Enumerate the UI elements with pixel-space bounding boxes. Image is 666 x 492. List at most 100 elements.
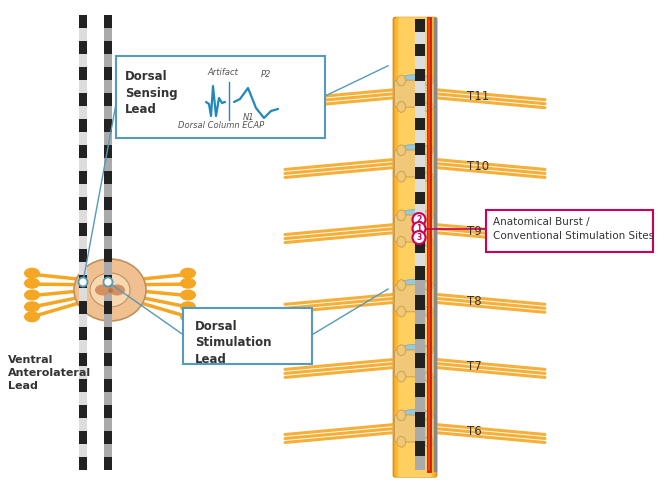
Bar <box>104 314 112 327</box>
Text: T6: T6 <box>467 425 482 438</box>
Bar <box>104 288 112 301</box>
Ellipse shape <box>398 172 405 181</box>
Ellipse shape <box>397 171 406 182</box>
Ellipse shape <box>400 210 430 219</box>
Ellipse shape <box>397 306 406 317</box>
Bar <box>79 275 87 288</box>
Bar <box>79 327 87 340</box>
FancyBboxPatch shape <box>396 223 406 234</box>
Ellipse shape <box>398 211 405 220</box>
Text: N1: N1 <box>243 113 254 122</box>
FancyBboxPatch shape <box>396 293 406 303</box>
Bar <box>79 132 87 145</box>
Bar <box>415 441 425 456</box>
Bar <box>104 392 112 405</box>
Bar <box>104 197 112 210</box>
Ellipse shape <box>397 371 406 382</box>
Bar <box>415 266 425 280</box>
Bar <box>104 301 112 314</box>
Ellipse shape <box>424 345 433 356</box>
Bar <box>104 379 112 392</box>
Bar <box>79 418 87 431</box>
Bar <box>415 324 425 339</box>
Ellipse shape <box>397 436 406 447</box>
Ellipse shape <box>398 237 405 246</box>
Ellipse shape <box>424 210 433 221</box>
Bar <box>104 457 112 470</box>
Circle shape <box>412 231 426 244</box>
Bar <box>104 80 112 93</box>
Bar <box>79 197 87 210</box>
Bar <box>104 106 112 119</box>
Bar <box>104 418 112 431</box>
Ellipse shape <box>180 311 196 322</box>
Bar <box>415 93 425 106</box>
Text: T9: T9 <box>467 225 482 238</box>
FancyBboxPatch shape <box>394 150 436 177</box>
Bar <box>415 81 425 93</box>
Ellipse shape <box>424 371 433 382</box>
Ellipse shape <box>398 76 405 85</box>
Ellipse shape <box>424 145 433 156</box>
Text: T10: T10 <box>467 160 489 173</box>
Bar <box>79 392 87 405</box>
Bar <box>415 31 425 44</box>
Ellipse shape <box>425 411 432 420</box>
Bar <box>415 143 425 155</box>
FancyBboxPatch shape <box>395 17 435 477</box>
FancyBboxPatch shape <box>394 415 436 442</box>
Ellipse shape <box>397 210 406 221</box>
Bar <box>79 106 87 119</box>
Ellipse shape <box>400 75 430 85</box>
Bar <box>415 427 425 441</box>
Ellipse shape <box>398 437 405 446</box>
Bar <box>79 171 87 184</box>
Bar <box>79 15 87 28</box>
Ellipse shape <box>24 311 40 322</box>
Bar <box>104 54 112 67</box>
Bar <box>79 249 87 262</box>
Ellipse shape <box>74 259 146 321</box>
Bar <box>415 412 425 427</box>
FancyBboxPatch shape <box>424 89 434 99</box>
FancyBboxPatch shape <box>424 158 434 168</box>
FancyBboxPatch shape <box>396 358 406 369</box>
Ellipse shape <box>425 280 432 290</box>
Ellipse shape <box>425 437 432 446</box>
Ellipse shape <box>424 279 433 291</box>
Ellipse shape <box>425 102 432 111</box>
Ellipse shape <box>24 278 40 289</box>
Bar <box>104 353 112 366</box>
Bar <box>104 210 112 223</box>
Ellipse shape <box>425 372 432 381</box>
Text: Artifact: Artifact <box>207 68 238 77</box>
Bar <box>104 158 112 171</box>
FancyBboxPatch shape <box>394 215 436 242</box>
Circle shape <box>412 222 426 235</box>
Ellipse shape <box>397 345 406 356</box>
Bar <box>104 327 112 340</box>
Bar <box>79 236 87 249</box>
FancyBboxPatch shape <box>424 358 434 369</box>
Bar <box>415 456 425 470</box>
Ellipse shape <box>425 346 432 355</box>
Ellipse shape <box>425 237 432 246</box>
Bar <box>104 93 112 106</box>
Bar <box>415 204 425 216</box>
Ellipse shape <box>180 289 196 301</box>
Text: Dorsal
Stimulation
Lead: Dorsal Stimulation Lead <box>195 320 272 366</box>
Bar <box>104 223 112 236</box>
FancyBboxPatch shape <box>394 80 436 107</box>
FancyBboxPatch shape <box>424 293 434 303</box>
Bar <box>415 339 425 353</box>
Bar <box>79 431 87 444</box>
FancyBboxPatch shape <box>396 424 406 433</box>
Ellipse shape <box>398 411 405 420</box>
Bar <box>104 15 112 28</box>
Bar <box>415 155 425 167</box>
Bar <box>104 340 112 353</box>
Bar <box>415 280 425 295</box>
Bar <box>415 19 425 31</box>
Bar <box>79 145 87 158</box>
Ellipse shape <box>90 273 130 307</box>
